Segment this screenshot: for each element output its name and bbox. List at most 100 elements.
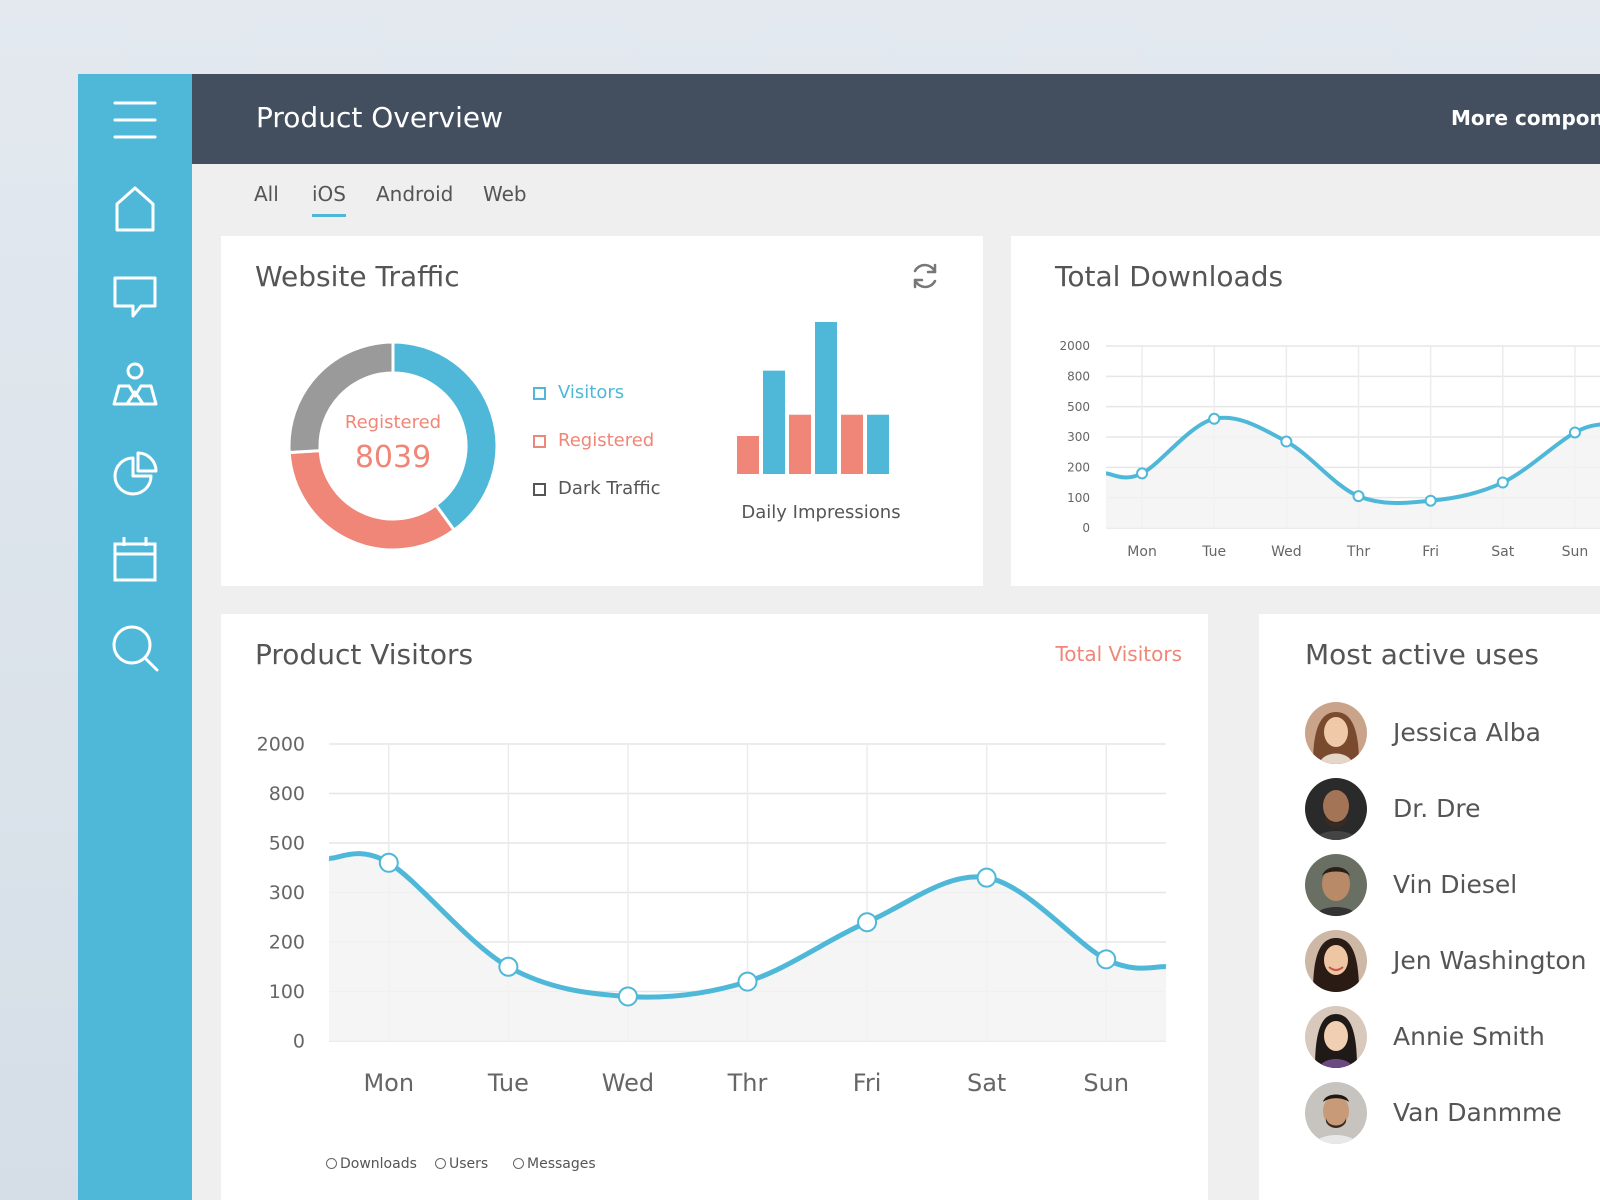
tab-all[interactable]: All <box>254 182 279 206</box>
traffic-donut-chart <box>287 340 499 552</box>
x-tick-label: Mon <box>1127 544 1157 560</box>
legend-label: Dark Traffic <box>558 478 661 499</box>
y-tick-label: 200 <box>1067 461 1090 475</box>
legend-box-icon <box>533 387 546 400</box>
legend-label: Users <box>449 1156 489 1172</box>
header: Product Overview More componen <box>192 74 1600 164</box>
website-traffic-title: Website Traffic <box>255 260 460 293</box>
tab-ios[interactable]: iOS <box>312 182 346 217</box>
legend-registered[interactable]: Registered <box>533 430 654 451</box>
refresh-icon[interactable] <box>907 258 943 294</box>
x-tick-label: Wed <box>602 1069 654 1097</box>
data-point <box>617 986 638 1007</box>
product-visitors-card: Product Visitors Total Visitors 2000 800 5… <box>221 614 1208 1200</box>
y-tick-label: 2000 <box>1059 339 1090 353</box>
avatar <box>1305 778 1367 840</box>
legend-circle-icon <box>326 1158 337 1169</box>
data-point <box>498 956 519 977</box>
search-icon[interactable] <box>107 620 163 676</box>
y-tick-label: 500 <box>1067 400 1090 414</box>
impression-bar <box>789 414 811 474</box>
data-point <box>1352 490 1365 503</box>
y-tick-label: 100 <box>1067 491 1090 505</box>
data-point <box>378 852 399 873</box>
data-point <box>1568 426 1581 439</box>
x-tick-label: Sun <box>1562 544 1589 560</box>
total-downloads-title: Total Downloads <box>1055 260 1284 293</box>
y-tick-label: 300 <box>1067 430 1090 444</box>
user-name: Van Danmme <box>1393 1098 1562 1127</box>
data-point <box>1208 412 1221 425</box>
data-point <box>976 867 997 888</box>
y-tick-label: 2000 <box>257 734 305 756</box>
x-tick-label: Tue <box>487 1069 529 1097</box>
tab-web[interactable]: Web <box>483 182 527 206</box>
menu-icon[interactable] <box>107 92 163 148</box>
data-point <box>1136 467 1149 480</box>
legend-users[interactable]: Users <box>435 1156 488 1172</box>
product-visitors-chart: 2000 800 500 300 200 100 0 Mon Tue Wed Thr Fri Sat Su… <box>257 734 1167 1097</box>
most-active-users-card: Most active uses Jessica Alba Dr. Dre Vi… <box>1259 614 1600 1200</box>
line-area-fill <box>1106 417 1600 528</box>
x-tick-label: Thr <box>1346 544 1370 560</box>
legend-label: Messages <box>527 1156 596 1172</box>
pie-chart-icon[interactable] <box>107 444 163 500</box>
y-tick-label: 100 <box>269 981 305 1003</box>
user-name: Dr. Dre <box>1393 794 1481 823</box>
legend-dark-traffic[interactable]: Dark Traffic <box>533 478 661 499</box>
y-tick-label: 800 <box>1067 370 1090 384</box>
donut-slice-visitors <box>391 340 499 533</box>
avatar <box>1305 1082 1367 1144</box>
avatar <box>1305 702 1367 764</box>
user-name: Jessica Alba <box>1393 718 1541 747</box>
daily-impressions-caption: Daily Impressions <box>741 502 901 523</box>
total-downloads-card: Total Downloads 2000 800 500 300 200 100 0 Mon T… <box>1011 236 1600 586</box>
y-tick-label: 800 <box>269 783 305 805</box>
legend-circle-icon <box>435 1158 446 1169</box>
legend-label: Registered <box>558 430 655 451</box>
legend-messages[interactable]: Messages <box>513 1156 596 1172</box>
legend-label: Downloads <box>340 1156 417 1172</box>
y-tick-label: 300 <box>269 882 305 904</box>
chat-icon[interactable] <box>107 268 163 324</box>
y-tick-label: 200 <box>269 932 305 954</box>
product-visitors-title: Product Visitors <box>255 638 474 671</box>
x-tick-label: Wed <box>1271 544 1302 560</box>
website-traffic-card: Website Traffic Registered 8039 Visitors… <box>221 236 983 586</box>
users-icon[interactable] <box>107 356 163 412</box>
calendar-icon[interactable] <box>107 532 163 588</box>
daily-impressions-chart <box>737 322 889 474</box>
legend-box-icon <box>533 483 546 496</box>
impression-bar <box>815 322 837 474</box>
data-point <box>857 912 878 933</box>
donut-slice-registered <box>287 448 457 552</box>
x-tick-label: Sat <box>1491 544 1514 560</box>
legend-visitors[interactable]: Visitors <box>533 382 624 403</box>
y-tick-label: 500 <box>269 833 305 855</box>
y-tick-label: 0 <box>293 1031 305 1053</box>
total-visitors-link[interactable]: Total Visitors <box>1055 642 1182 666</box>
legend-label: Visitors <box>558 382 625 403</box>
app-window: Product Overview More componen All iOS A… <box>78 74 1600 1200</box>
impression-bar <box>737 436 759 474</box>
more-components-link[interactable]: More componen <box>1451 106 1600 130</box>
tab-android[interactable]: Android <box>376 182 454 206</box>
x-tick-label: Mon <box>363 1069 414 1097</box>
donut-slice-dark-traffic <box>287 340 395 455</box>
x-tick-label: Sat <box>967 1069 1006 1097</box>
y-tick-label: 0 <box>1082 521 1090 535</box>
sidebar <box>78 74 192 1200</box>
data-point <box>737 971 758 992</box>
avatar <box>1305 930 1367 992</box>
legend-downloads[interactable]: Downloads <box>326 1156 417 1172</box>
avatar <box>1305 854 1367 916</box>
home-icon[interactable] <box>107 180 163 236</box>
impression-bar <box>867 414 889 474</box>
legend-circle-icon <box>513 1158 524 1169</box>
x-tick-label: Tue <box>1201 544 1226 560</box>
data-point <box>1280 435 1293 448</box>
impression-bar <box>763 370 785 474</box>
x-tick-label: Fri <box>853 1069 882 1097</box>
data-point <box>1424 494 1437 507</box>
page-title: Product Overview <box>256 101 504 134</box>
